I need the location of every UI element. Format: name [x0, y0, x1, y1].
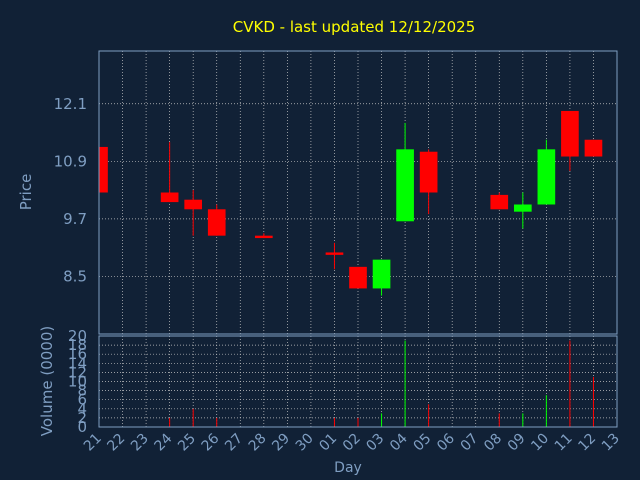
candle-01	[325, 242, 344, 270]
price-axis-label: Price	[17, 174, 35, 211]
volume-plot-frame	[98, 335, 618, 428]
candle-body	[490, 194, 509, 210]
candle-body	[584, 139, 603, 157]
candle-body	[561, 110, 579, 157]
candle-28	[254, 233, 273, 239]
volume-tick-label: 0	[77, 418, 87, 436]
candle-11	[561, 110, 579, 171]
volume-tick-label: 20	[68, 327, 87, 345]
candle-body	[372, 259, 391, 289]
volume-axis-label: Volume (0000)	[38, 326, 56, 436]
volume-tick-label: 14	[68, 354, 87, 372]
candle-21	[98, 144, 108, 195]
volume-tick-label: 6	[77, 391, 87, 409]
volume-series	[169, 340, 594, 427]
candle-body	[349, 266, 367, 289]
volume-tick-label: 2	[77, 409, 87, 427]
candle-body	[160, 192, 179, 203]
x-axis-label: Day	[334, 460, 362, 476]
candle-09	[513, 192, 532, 229]
candle-04	[396, 122, 414, 222]
volume-tick-label: 4	[77, 400, 87, 418]
chart-title: CVKD - last updated 12/12/2025	[233, 18, 476, 36]
price-tick-label: 8.5	[63, 267, 87, 285]
candle-05	[419, 149, 438, 215]
candle-body	[99, 146, 108, 193]
candle-08	[490, 192, 509, 210]
candle-24	[160, 142, 179, 203]
candle-10	[537, 139, 556, 205]
volume-tick-label: 10	[68, 373, 87, 391]
candle-body	[513, 204, 532, 212]
candle-body	[184, 199, 203, 210]
candle-body	[207, 209, 226, 236]
price-tick-label: 12.1	[54, 95, 87, 113]
candle-26	[207, 204, 226, 236]
price-axis: 8.5 9.7 10.9 12.1	[54, 95, 87, 286]
candle-03	[372, 259, 391, 296]
candle-body	[254, 235, 273, 239]
candle-body	[325, 252, 344, 255]
volume-tick-label: 18	[68, 336, 87, 354]
candle-12	[584, 139, 603, 157]
price-plot-frame	[98, 50, 618, 335]
volume-tick-label: 16	[68, 345, 87, 363]
candle-body	[419, 151, 438, 193]
candle-02	[349, 266, 367, 289]
x-axis: 21 22 23 24 25 26 27 28 29 30 01 02 03 04 05 06 07 08 09 10…	[81, 430, 623, 454]
volume-tick-label: 8	[77, 382, 87, 400]
candlestick-series	[98, 110, 603, 296]
volume-tick-label: 12	[68, 363, 87, 381]
price-tick-label: 10.9	[54, 152, 87, 170]
price-tick-label: 9.7	[63, 210, 87, 228]
candle-body	[396, 149, 414, 222]
candle-body	[537, 149, 556, 205]
candle-25	[184, 190, 203, 236]
